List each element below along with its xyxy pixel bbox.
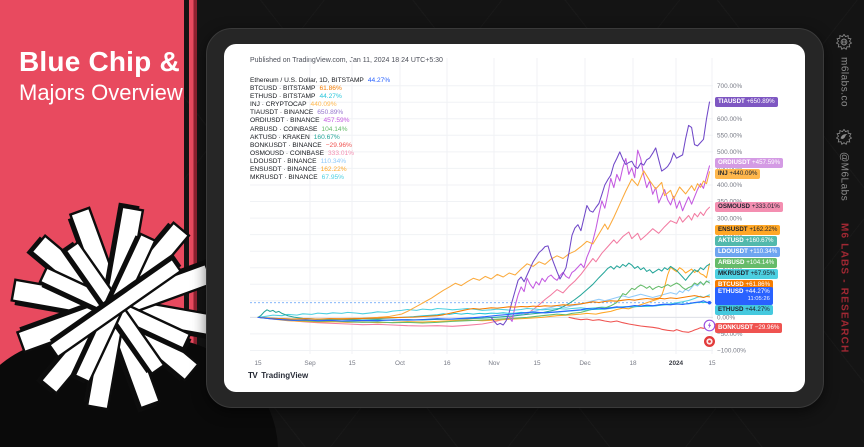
series-line-aktusd	[257, 262, 711, 321]
legend-symbol: TIAUSDT · BINANCE	[250, 109, 314, 117]
y-axis-label: 700.00%	[717, 83, 743, 90]
legend-symbol: OSMOUSD · COINBASE	[250, 149, 325, 157]
legend-item-8[interactable]: BONKUSDT · BINANCE −29.96%	[250, 142, 390, 150]
bonk-coin-icon	[703, 335, 716, 353]
legend-symbol: ETHUSD · BITSTAMP	[250, 93, 316, 101]
legend-change-value: 650.89%	[317, 109, 344, 117]
right-brand-rail: m6labs.co @M6Labs M6 LABS - RESEARCH	[824, 0, 864, 447]
legend-symbol: ARBUSD · COINBASE	[250, 125, 318, 133]
legend-change-value: 67.95%	[321, 174, 345, 182]
rail-handle: @M6Labs	[836, 129, 852, 201]
legend-symbol: ENSUSDT · BINANCE	[250, 166, 317, 174]
series-line-osmousd	[257, 206, 711, 327]
legend-item-0[interactable]: Ethereum / U.S. Dollar, 1D, BITSTAMP 44.2…	[250, 77, 390, 85]
lightning-coin-icon	[703, 319, 716, 337]
site-url-text: m6labs.co	[838, 57, 850, 108]
series-line-tiausdt	[490, 101, 711, 326]
legend-change-value: 61.86%	[319, 85, 342, 93]
legend-item-1[interactable]: BTCUSD · BITSTAMP 61.86%	[250, 85, 390, 93]
y-axis-label: 350.00%	[717, 199, 743, 206]
legend-item-11[interactable]: ENSUSDT · BINANCE 162.22%	[250, 166, 390, 174]
y-axis-label: −100.00%	[717, 348, 746, 355]
y-axis-label: 50.00%	[717, 298, 739, 305]
x-axis-label: Nov	[488, 360, 500, 367]
x-axis-label: Sep	[304, 360, 316, 367]
y-axis-label: 150.00%	[717, 265, 743, 272]
legend-item-9[interactable]: OSMOUSD · COINBASE 333.01%	[250, 150, 390, 158]
legend-item-3[interactable]: INJ · CRYPTOCAP 440.09%	[250, 101, 390, 109]
legend-symbol: MKRUSDT · BINANCE	[250, 174, 318, 182]
chart-card: Published on TradingView.com, Jan 11, 20…	[224, 44, 805, 392]
globe-burst-icon	[836, 34, 852, 50]
legend-symbol: INJ · CRYPTOCAP	[250, 101, 307, 109]
legend-change-value: 333.01%	[328, 149, 355, 157]
legend-item-7[interactable]: AKTUSD · KRAKEN 160.67%	[250, 134, 390, 142]
legend-change-value: 44.27%	[367, 77, 391, 84]
m6labs-star-logo-icon	[10, 202, 222, 413]
legend-item-12[interactable]: MKRUSDT · BINANCE 67.95%	[250, 174, 390, 182]
published-line: Published on TradingView.com, Jan 11, 20…	[250, 57, 443, 64]
legend-symbol: Ethereum / U.S. Dollar, 1D, BITSTAMP	[250, 77, 364, 84]
legend-change-value: 162.22%	[320, 166, 347, 174]
series-legend: Ethereum / U.S. Dollar, 1D, BITSTAMP 44.2…	[250, 77, 390, 182]
legend-change-value: 44.27%	[319, 93, 342, 101]
legend-symbol: ORDIUSDT · BINANCE	[250, 117, 320, 125]
x-axis-label: 15	[708, 360, 716, 367]
y-axis-label: −50.00%	[717, 331, 743, 338]
page-subtitle: Majors Overview	[19, 80, 183, 105]
twitter-handle-text: @M6Labs	[838, 152, 850, 202]
x-axis-label: 15	[533, 360, 541, 367]
legend-item-2[interactable]: ETHUSD · BITSTAMP 44.27%	[250, 93, 390, 101]
series-line-btcusd	[257, 295, 711, 320]
x-axis-label: 16	[443, 360, 451, 367]
legend-item-10[interactable]: LDOUSDT · BINANCE 110.34%	[250, 158, 390, 166]
series-line-inj	[257, 170, 711, 320]
legend-change-value: 457.59%	[323, 117, 350, 125]
legend-change-value: 440.09%	[310, 101, 337, 109]
x-axis-label: Oct	[395, 360, 405, 367]
series-line-arbusd	[257, 280, 711, 324]
x-axis-label: 15	[348, 360, 356, 367]
tradingview-logo-icon: TV	[248, 371, 258, 380]
x-axis-label: 15	[254, 360, 262, 367]
x-axis-label: 18	[629, 360, 637, 367]
tradingview-logo-text: TradingView	[261, 371, 309, 380]
y-axis-label: 600.00%	[717, 116, 743, 123]
series-line-ethereum-u-s-dollar-main-	[257, 300, 711, 322]
legend-change-value: 160.67%	[313, 133, 340, 141]
legend-symbol: BONKUSDT · BINANCE	[250, 141, 322, 149]
y-axis-label: 100.00%	[717, 282, 743, 289]
y-axis-label: 500.00%	[717, 149, 743, 156]
brand-research-text: M6 LABS - RESEARCH	[838, 223, 850, 354]
series-line-ordiusdt	[508, 149, 711, 322]
y-axis-label: 200.00%	[717, 248, 743, 255]
legend-item-4[interactable]: TIAUSDT · BINANCE 650.89%	[250, 109, 390, 117]
tradingview-watermark[interactable]: TV TradingView	[248, 371, 308, 380]
legend-item-5[interactable]: ORDIUSDT · BINANCE 457.59%	[250, 117, 390, 125]
price-chart[interactable]: 700.00% 650.00% 600.00% 550.00% 500.00% 450.0…	[224, 44, 805, 392]
y-axis-label: 650.00%	[717, 99, 743, 106]
y-axis-label: 550.00%	[717, 133, 743, 140]
x-axis-label: 2024	[669, 360, 684, 367]
legend-symbol: AKTUSD · KRAKEN	[250, 133, 310, 141]
legend-change-value: −29.96%	[325, 141, 352, 149]
legend-item-6[interactable]: ARBUSD · COINBASE 104.14%	[250, 126, 390, 134]
legend-change-value: 104.14%	[321, 125, 348, 133]
y-axis-label: 250.00%	[717, 232, 743, 239]
y-axis-label: 450.00%	[717, 166, 743, 173]
y-axis-label: 300.00%	[717, 215, 743, 222]
x-axis-label: Dec	[579, 360, 591, 367]
series-line-bonkusdt	[568, 316, 711, 333]
page-title: Blue Chip &	[19, 46, 180, 77]
legend-symbol: LDOUSDT · BINANCE	[250, 157, 317, 165]
twitter-bird-burst-icon	[836, 129, 852, 146]
vertical-red-stripe	[189, 0, 197, 447]
legend-change-value: 110.34%	[320, 157, 347, 165]
rail-site: m6labs.co	[836, 34, 852, 107]
y-axis-label: 400.00%	[717, 182, 743, 189]
y-axis-label: 0.00%	[717, 315, 735, 322]
legend-symbol: BTCUSD · BITSTAMP	[250, 85, 316, 93]
